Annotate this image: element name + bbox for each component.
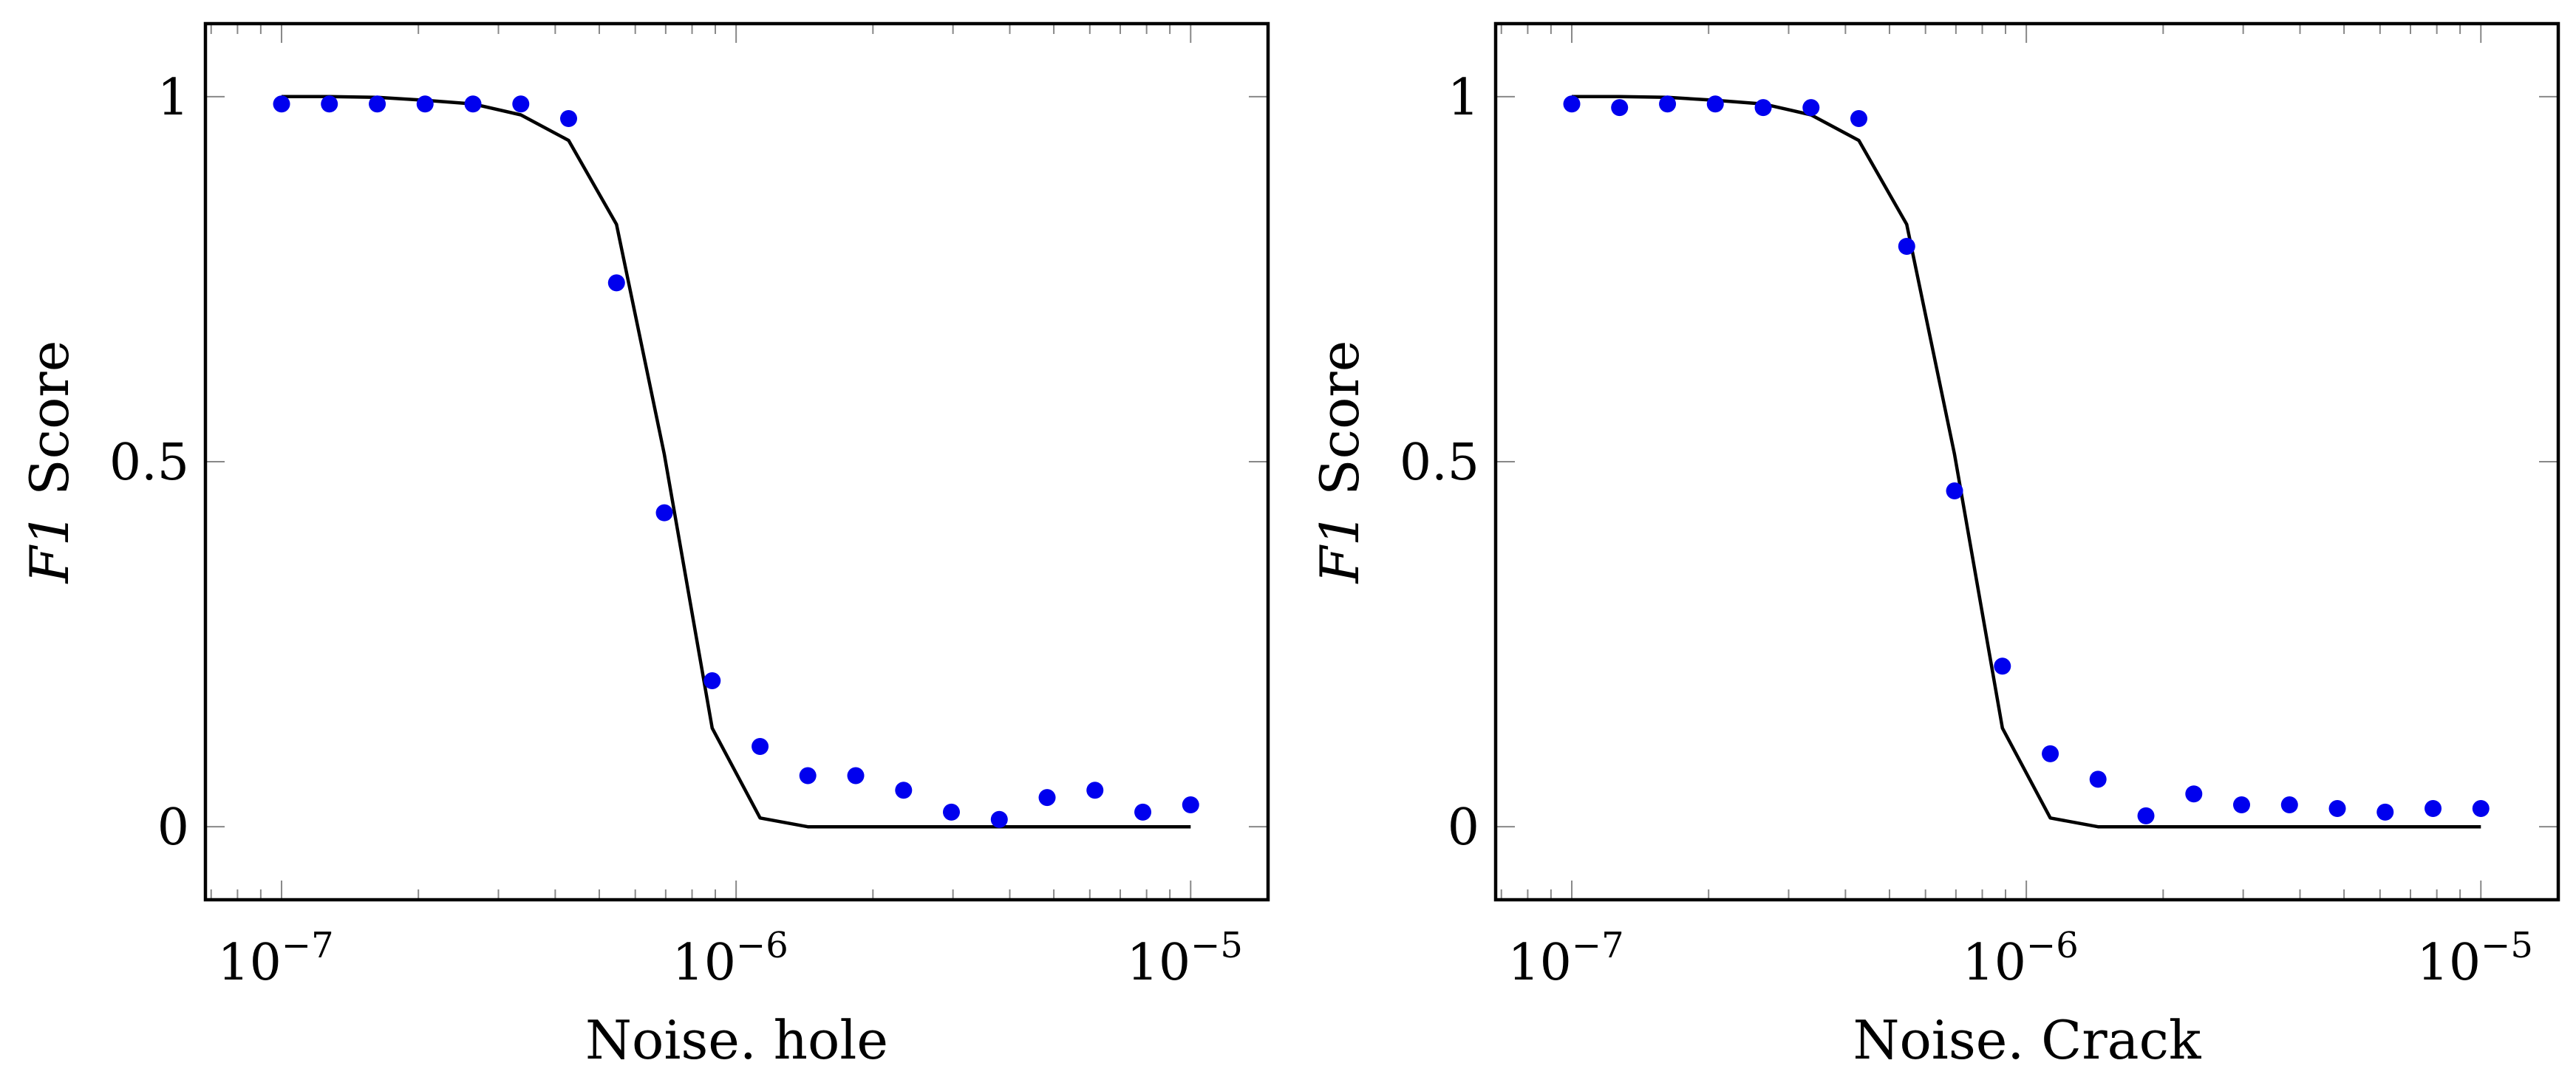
y-axis-label: F1 Score [1309,341,1371,585]
y-tick-label: 0.5 [109,434,189,492]
data-point [942,803,960,821]
plot-frame [1493,21,2560,902]
x-tick-label: 10−6 [672,925,788,992]
fit-line [1572,95,2481,829]
y-axis-label: F1 Score [18,341,81,585]
data-point [560,109,578,127]
y-tick-label: 0.5 [1400,434,1479,492]
x-tick-marks [1496,24,2558,900]
data-point [847,767,865,785]
y-tick-label: 0 [1448,799,1479,857]
data-point [1994,657,2011,675]
data-point [1754,99,1772,117]
fit-line [282,95,1191,829]
y-tick-label: 1 [1448,69,1479,127]
x-tick-label: 10−6 [1962,925,2078,992]
data-point [1802,99,1820,117]
data-point [1134,803,1152,821]
x-tick-label: 10−5 [1127,925,1243,992]
data-point [1086,782,1104,799]
data-point [1898,237,1915,255]
data-point [2232,796,2250,814]
x-tick-label: 10−5 [2417,925,2533,992]
plot-hole: 0 0.5 1 10−7 10−6 10−5 Noise. hole F1 Score [18,21,1270,1071]
data-point [2472,799,2490,817]
data-point [416,95,434,113]
data-point [1563,95,1581,113]
data-point [2042,745,2059,762]
data-point [2376,803,2394,821]
data-point [1850,109,1868,127]
data-point [321,95,338,113]
data-point [1946,482,1963,500]
data-point [895,782,913,799]
y-tick-label: 1 [157,69,189,127]
data-point [752,737,769,755]
data-point [703,672,721,689]
data-point [990,810,1008,828]
x-tick-marks [205,24,1268,900]
data-point [799,767,817,785]
data-point [2280,796,2298,814]
data-point [1611,99,1629,117]
data-point [464,95,482,113]
data-point [2425,799,2442,817]
data-point [2137,807,2155,824]
x-tick-label: 10−7 [1507,925,1623,992]
x-axis-label: Noise. Crack [1853,1009,2201,1071]
data-point [1182,796,1199,814]
data-point [655,504,673,522]
data-point [1659,95,1677,113]
x-axis-label: Noise. hole [585,1009,888,1071]
x-tick-label: 10−7 [217,925,333,992]
data-point [369,95,386,113]
data-point [2089,770,2107,788]
plot-crack: 0 0.5 1 10−7 10−6 10−5 Noise. Crack F1 Score [1309,21,2560,1071]
data-point [2185,785,2203,803]
data-point [2328,799,2346,817]
y-tick-label: 0 [157,799,189,857]
data-point [1038,789,1056,807]
plot-frame [203,21,1270,902]
data-point [273,95,290,113]
data-point [1706,95,1724,113]
data-point [512,95,530,113]
data-point [607,274,625,292]
